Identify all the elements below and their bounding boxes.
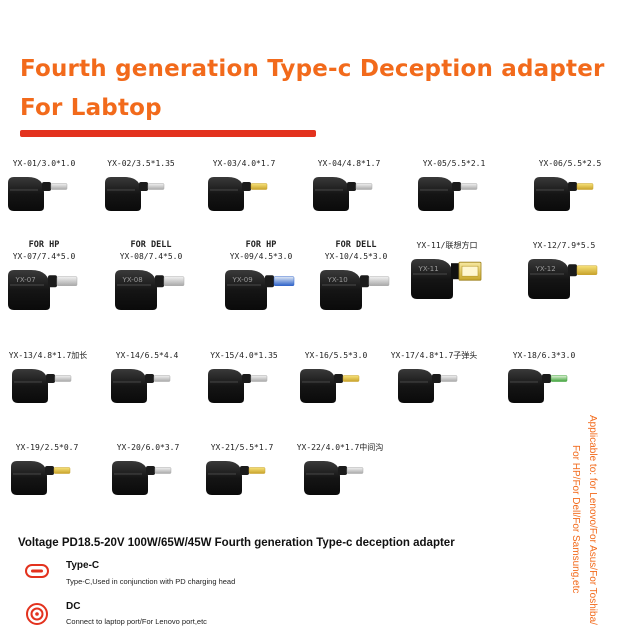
adapter-item: YX-18/6.3*3.0 — [494, 350, 594, 412]
adapter-code-label: YX-05/5.5*2.1 — [422, 159, 486, 168]
adapter-brand-label: FOR HP — [245, 240, 277, 250]
adapter-connector-icon: YX-11 — [411, 259, 482, 299]
adapter-item: YX-13/4.8*1.7加长 — [0, 350, 98, 412]
legend-type-c-name: Type-C — [66, 560, 100, 571]
adapter-item: YX-03/4.0*1.7 — [194, 158, 294, 220]
type-c-port-icon — [25, 564, 49, 578]
applicable-text-line1: Applicable to: for Lenovo/For Asus/For T… — [587, 415, 598, 625]
adapter-item: FOR HP YX-09/4.5*3.0 YX-09 — [211, 240, 311, 313]
adapter-code-label: YX-15/4.0*1.35 — [210, 351, 278, 360]
adapter-code-label: YX-11/联想方口 — [416, 241, 478, 250]
adapter-item: YX-04/4.8*1.7 — [299, 158, 399, 220]
adapter-item: YX-21/5.5*1.7 — [192, 442, 292, 504]
adapter-item: FOR DELL YX-08/7.4*5.0 YX-08 — [101, 240, 201, 313]
connector-engraved-label: YX-08 — [122, 276, 143, 284]
connector-engraved-label: YX-12 — [535, 265, 556, 273]
adapter-item: YX-06/5.5*2.5 — [520, 158, 620, 220]
adapter-item: YX-05/5.5*2.1 — [404, 158, 504, 220]
adapter-connector-icon — [111, 369, 171, 403]
adapter-item: YX-15/4.0*1.35 — [194, 350, 294, 412]
adapter-connector-icon — [206, 461, 266, 495]
adapter-connector-icon — [105, 177, 165, 211]
adapter-connector-icon: YX-08 — [115, 270, 185, 310]
adapter-code-label: YX-08/7.4*5.0 — [119, 252, 183, 261]
adapter-connector-icon — [300, 369, 360, 403]
adapter-code-label: YX-14/6.5*4.4 — [115, 351, 179, 360]
connector-engraved-label: YX-07 — [15, 276, 36, 284]
legend-dc-desc: Connect to laptop port/For Lenovo port,e… — [66, 617, 207, 626]
adapter-connector-icon — [418, 177, 478, 211]
adapter-connector-icon — [12, 369, 72, 403]
adapter-item: FOR HP YX-07/7.4*5.0 YX-07 — [0, 240, 94, 313]
connector-engraved-label: YX-10 — [327, 276, 348, 284]
adapter-connector-icon — [313, 177, 373, 211]
connector-engraved-label: YX-09 — [232, 276, 253, 284]
voltage-spec-text: Voltage PD18.5-20V 100W/65W/45W Fourth g… — [18, 537, 455, 549]
adapter-connector-icon — [304, 461, 364, 495]
adapter-code-label: YX-16/5.5*3.0 — [304, 351, 368, 360]
legend-dc-name: DC — [66, 601, 81, 612]
adapter-item: YX-01/3.0*1.0 — [0, 158, 94, 220]
adapter-connector-icon: YX-12 — [528, 259, 598, 299]
adapter-item: YX-17/4.8*1.7子弹头 — [384, 350, 484, 412]
adapter-code-label: YX-12/7.9*5.5 — [532, 241, 596, 250]
adapter-code-label: YX-19/2.5*0.7 — [15, 443, 79, 452]
adapter-item: YX-11/联想方口 YX-11 — [397, 240, 497, 302]
adapter-code-label: YX-09/4.5*3.0 — [229, 252, 293, 261]
adapter-connector-icon — [11, 461, 71, 495]
adapter-code-label: YX-18/6.3*3.0 — [512, 351, 576, 360]
dc-port-icon — [26, 603, 48, 625]
adapter-connector-icon — [508, 369, 568, 403]
title-underline-bar — [20, 130, 316, 137]
adapter-item: YX-22/4.0*1.7中间沟 — [290, 442, 390, 504]
adapter-code-label: YX-10/4.5*3.0 — [324, 252, 388, 261]
adapter-code-label: YX-02/3.5*1.35 — [107, 159, 175, 168]
adapter-code-label: YX-20/6.0*3.7 — [116, 443, 180, 452]
adapter-connector-icon — [208, 369, 268, 403]
adapter-connector-icon: YX-10 — [320, 270, 390, 310]
adapter-brand-label: FOR DELL — [130, 240, 172, 250]
adapter-code-label: YX-07/7.4*5.0 — [12, 252, 76, 261]
connector-engraved-label: YX-11 — [418, 265, 439, 273]
adapter-connector-icon — [8, 177, 68, 211]
adapter-item: YX-16/5.5*3.0 — [286, 350, 386, 412]
adapter-code-label: YX-22/4.0*1.7中间沟 — [296, 443, 384, 452]
adapter-brand-label: FOR DELL — [335, 240, 377, 250]
applicable-text-line2: For HP/For Dell/For Samsung,etc — [570, 445, 581, 594]
adapter-code-label: YX-21/5.5*1.7 — [210, 443, 274, 452]
adapter-item: YX-19/2.5*0.7 — [0, 442, 97, 504]
adapter-connector-icon: YX-09 — [225, 270, 295, 310]
adapter-connector-icon — [534, 177, 594, 211]
adapter-item: YX-14/6.5*4.4 — [97, 350, 197, 412]
adapter-connector-icon — [112, 461, 172, 495]
page-subtitle: For Labtop — [20, 95, 162, 121]
legend-type-c-desc: Type-C,Used in conjunction with PD charg… — [66, 577, 236, 586]
adapter-item: YX-20/6.0*3.7 — [98, 442, 198, 504]
adapter-item: YX-12/7.9*5.5 YX-12 — [514, 240, 614, 302]
adapter-item: FOR DELL YX-10/4.5*3.0 YX-10 — [306, 240, 406, 313]
adapter-code-label: YX-01/3.0*1.0 — [12, 159, 76, 168]
adapter-code-label: YX-04/4.8*1.7 — [317, 159, 381, 168]
adapter-code-label: YX-17/4.8*1.7子弹头 — [390, 351, 478, 360]
adapter-item: YX-02/3.5*1.35 — [91, 158, 191, 220]
adapter-connector-icon — [398, 369, 458, 403]
adapter-code-label: YX-06/5.5*2.5 — [538, 159, 602, 168]
page-title: Fourth generation Type-c Deception adapt… — [20, 56, 605, 82]
adapter-connector-icon: YX-07 — [8, 270, 78, 310]
adapter-brand-label: FOR HP — [28, 240, 60, 250]
adapter-connector-icon — [208, 177, 268, 211]
adapter-code-label: YX-03/4.0*1.7 — [212, 159, 276, 168]
adapter-code-label: YX-13/4.8*1.7加长 — [8, 351, 88, 360]
